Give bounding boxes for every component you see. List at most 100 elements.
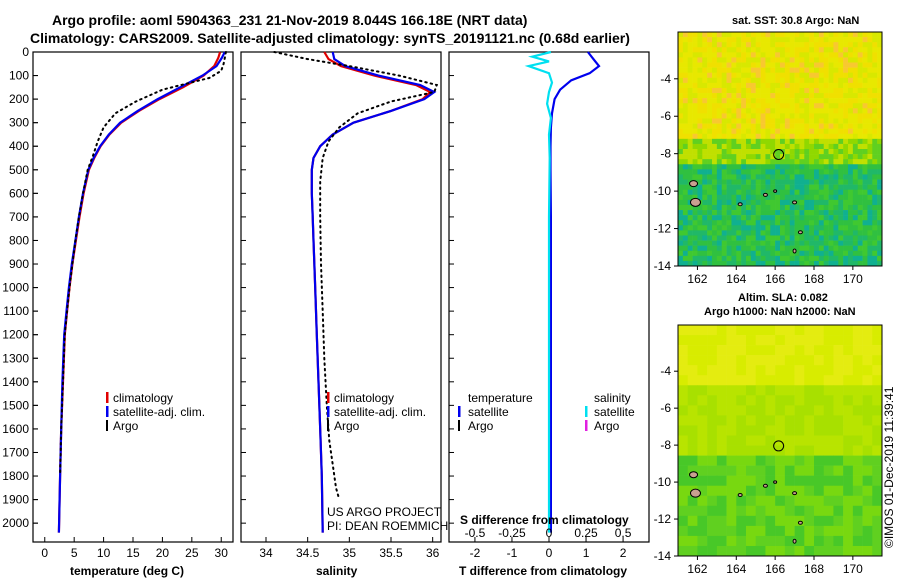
map-cell [721,174,727,180]
map-cell [780,210,786,216]
map-cell [833,149,839,155]
map-cell [848,225,854,231]
map-cell [712,184,718,190]
map-cell [746,435,757,446]
map-cell [818,255,825,262]
map-cell [818,67,825,73]
map-cell [867,215,873,221]
map-cell [784,189,791,196]
island-shape [689,180,699,188]
map-cell [818,159,825,165]
map-cell [833,335,844,346]
map-cell [697,169,703,175]
map-cell [707,154,713,160]
map-cell [716,52,723,58]
map-cell [818,118,825,124]
map-cell [692,108,698,114]
map-cell [848,108,854,114]
map-cell [794,545,805,557]
map-cell [872,245,878,252]
map-cell [784,194,791,201]
map-cell [784,52,791,58]
map-cell [794,98,800,104]
map-cell [780,128,786,135]
map-cell [721,204,727,211]
map-cell [804,255,810,262]
map-cell [770,98,776,104]
map-cell [838,230,844,236]
title-line2: Climatology: CARS2009. Satellite-adjuste… [30,30,630,46]
map-cell [823,445,834,456]
map-cell [814,260,820,267]
map-cell [697,435,708,446]
map-cell [794,108,800,114]
map-cell [872,345,883,356]
map-cell [857,98,863,104]
map-cell [823,245,829,252]
map-cell [697,82,703,89]
map-cell [828,250,834,257]
map-cell [814,250,820,257]
map-cell [833,235,839,241]
map-cell [692,169,698,175]
map-cell [775,505,786,517]
map-cell [687,82,693,89]
map-cell [736,103,742,109]
map-cell [852,365,863,376]
map-cell [828,245,834,252]
map-cell [877,87,883,94]
map-cell [852,47,859,53]
map-cell [784,77,791,84]
map-cell [823,194,829,201]
project-credit: US ARGO PROJECT [327,505,442,519]
map-cell [818,174,825,180]
map-cell [794,245,800,252]
map-cell [838,240,844,246]
map-cell [716,465,727,476]
map-cell [872,169,878,175]
map-cell [814,235,820,241]
map-cell [775,204,781,211]
map-cell [828,169,834,175]
map-cell [804,42,810,48]
map-cell [843,128,849,135]
map-cell [784,235,791,241]
map-cell [843,93,849,99]
map-cell [809,204,815,211]
map-cell [770,189,776,196]
map-cell [823,525,834,537]
map-cell [687,495,698,507]
map-cell [726,535,737,547]
map-cell [809,245,815,252]
map-cell [818,37,825,43]
map-cell [872,455,883,466]
map-cell [755,108,761,114]
map-cell [731,108,737,114]
map-cell [765,133,771,140]
map-cell [799,220,805,226]
legend-label-satellite: satellite-adj. clim. [113,405,205,419]
map-cell [857,240,863,246]
salinity-legend: climatology satellite-adj. clim. Argo [327,391,426,433]
map-cell [755,375,766,386]
map-cell [852,184,859,190]
map-cell [814,545,825,557]
map-x-tick-label: 170 [843,562,863,576]
map-cell [814,42,820,48]
map-cell [872,355,883,366]
map-cell [736,250,742,257]
map-cell [799,37,805,43]
map-cell [862,325,873,336]
map-cell [804,37,810,43]
map-cell [814,375,825,386]
map-cell [687,128,693,135]
map-cell [746,143,752,150]
map-cell [775,260,781,267]
difference-plot: -2 -1 0 1 2-0.5 -0.25 0 0.25 0.5 [449,50,632,560]
map-cell [784,67,791,73]
map-cell [746,535,757,547]
map-cell [843,210,849,216]
map-cell [760,67,766,73]
map-cell [697,113,703,119]
map-cell [750,77,757,84]
